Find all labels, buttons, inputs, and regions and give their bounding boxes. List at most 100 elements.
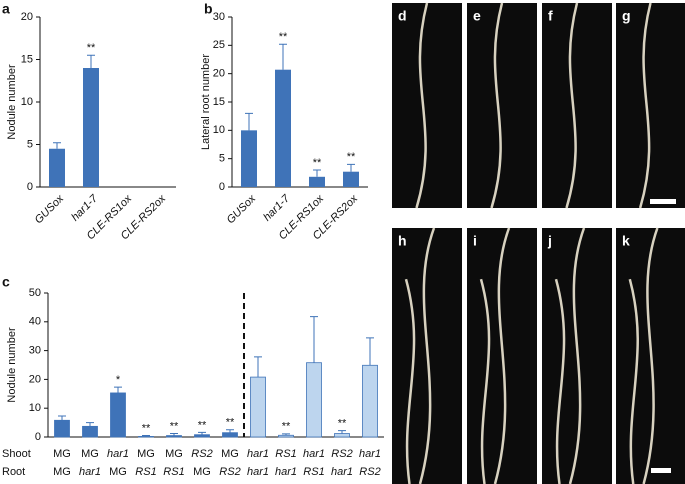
bar <box>278 434 294 438</box>
error-bar <box>245 112 253 131</box>
y-axis-label: Nodule number <box>6 64 18 140</box>
error-bar <box>198 431 206 435</box>
bar <box>54 419 70 438</box>
shoot-label: har1 <box>247 448 269 460</box>
bar <box>138 436 154 438</box>
root-label: MG <box>109 466 127 478</box>
panel-label: c <box>2 274 10 290</box>
shoot-label: RS2 <box>331 448 352 460</box>
bar <box>309 176 325 187</box>
y-tick-label: 5 <box>219 153 225 165</box>
shoot-label: MG <box>137 448 155 460</box>
scale-bar <box>651 468 671 473</box>
error-bar <box>226 429 234 433</box>
root-label: RS2 <box>359 466 380 478</box>
significance: * <box>116 374 121 386</box>
error-bar <box>254 356 262 378</box>
error-bar <box>86 422 94 427</box>
error-bar <box>87 54 95 68</box>
shoot-label: RS2 <box>191 448 212 460</box>
error-bar <box>170 433 178 436</box>
error-bar <box>310 316 318 363</box>
shoot-label: MG <box>165 448 183 460</box>
shoot-label: har1 <box>303 448 325 460</box>
y-tick-label: 20 <box>29 373 41 385</box>
y-tick-label: 20 <box>213 68 225 80</box>
panel-label: b <box>204 1 213 17</box>
y-tick-label: 0 <box>219 181 225 193</box>
y-tick-label: 15 <box>21 53 33 65</box>
significance: ** <box>313 157 322 169</box>
bar <box>334 433 350 438</box>
root-image <box>404 227 436 484</box>
y-tick-label: 0 <box>27 181 33 193</box>
error-bar <box>338 430 346 434</box>
significance: ** <box>198 419 207 431</box>
error-bar <box>58 415 66 421</box>
bar <box>343 171 359 187</box>
panel-label: h <box>398 233 407 249</box>
panel-label: j <box>547 233 552 249</box>
panel-label: k <box>622 233 630 249</box>
bar <box>49 148 65 187</box>
error-bar <box>142 435 150 437</box>
root-image <box>554 227 586 484</box>
error-bar <box>313 169 321 177</box>
root-label: har1 <box>275 466 297 478</box>
root-label: har1 <box>331 466 353 478</box>
x-tick-label: har1-7 <box>69 192 101 224</box>
y-tick-label: 20 <box>21 11 33 23</box>
y-tick-label: 10 <box>29 402 41 414</box>
panel-label: f <box>548 8 553 24</box>
y-tick-label: 10 <box>213 124 225 136</box>
significance: ** <box>142 422 151 434</box>
root-label: har1 <box>79 466 101 478</box>
root-image <box>628 227 659 484</box>
panel-label: d <box>398 8 407 24</box>
bar <box>241 130 257 187</box>
shoot-label: MG <box>221 448 239 460</box>
row-label: Root <box>2 466 25 478</box>
error-bar <box>282 433 290 436</box>
photo <box>467 3 537 208</box>
significance: ** <box>347 151 356 163</box>
root-image <box>565 2 579 209</box>
bar <box>166 435 182 438</box>
bar <box>222 432 238 438</box>
error-bar <box>114 386 122 393</box>
root-label: MG <box>53 466 71 478</box>
error-bar <box>366 337 374 366</box>
photo <box>392 3 462 208</box>
y-tick-label: 0 <box>35 431 41 443</box>
shoot-label: har1 <box>359 448 381 460</box>
significance: ** <box>282 421 291 433</box>
root-label: RS1 <box>163 466 184 478</box>
y-tick-label: 15 <box>213 96 225 108</box>
bar <box>275 69 291 187</box>
root-label: RS1 <box>303 466 324 478</box>
shoot-label: MG <box>53 448 71 460</box>
root-image <box>490 2 504 209</box>
root-label: har1 <box>247 466 269 478</box>
y-tick-label: 30 <box>213 11 225 23</box>
significance: ** <box>170 420 179 432</box>
error-bar <box>53 142 61 149</box>
root-label: MG <box>193 466 211 478</box>
y-axis-label: Nodule number <box>6 327 18 403</box>
panel-label: i <box>473 233 477 249</box>
x-tick-label: har1-7 <box>261 192 293 224</box>
y-tick-label: 25 <box>213 39 225 51</box>
row-label: Shoot <box>2 448 31 460</box>
significance: ** <box>338 418 347 430</box>
bar <box>306 362 322 438</box>
bar <box>82 425 98 438</box>
error-bar <box>279 43 287 70</box>
panel-label: g <box>622 8 631 24</box>
photo <box>542 3 612 208</box>
panel-label: e <box>473 8 481 24</box>
y-tick-label: 5 <box>27 138 33 150</box>
root-image <box>638 2 652 209</box>
root-label: RS1 <box>135 466 156 478</box>
photo <box>616 3 685 208</box>
